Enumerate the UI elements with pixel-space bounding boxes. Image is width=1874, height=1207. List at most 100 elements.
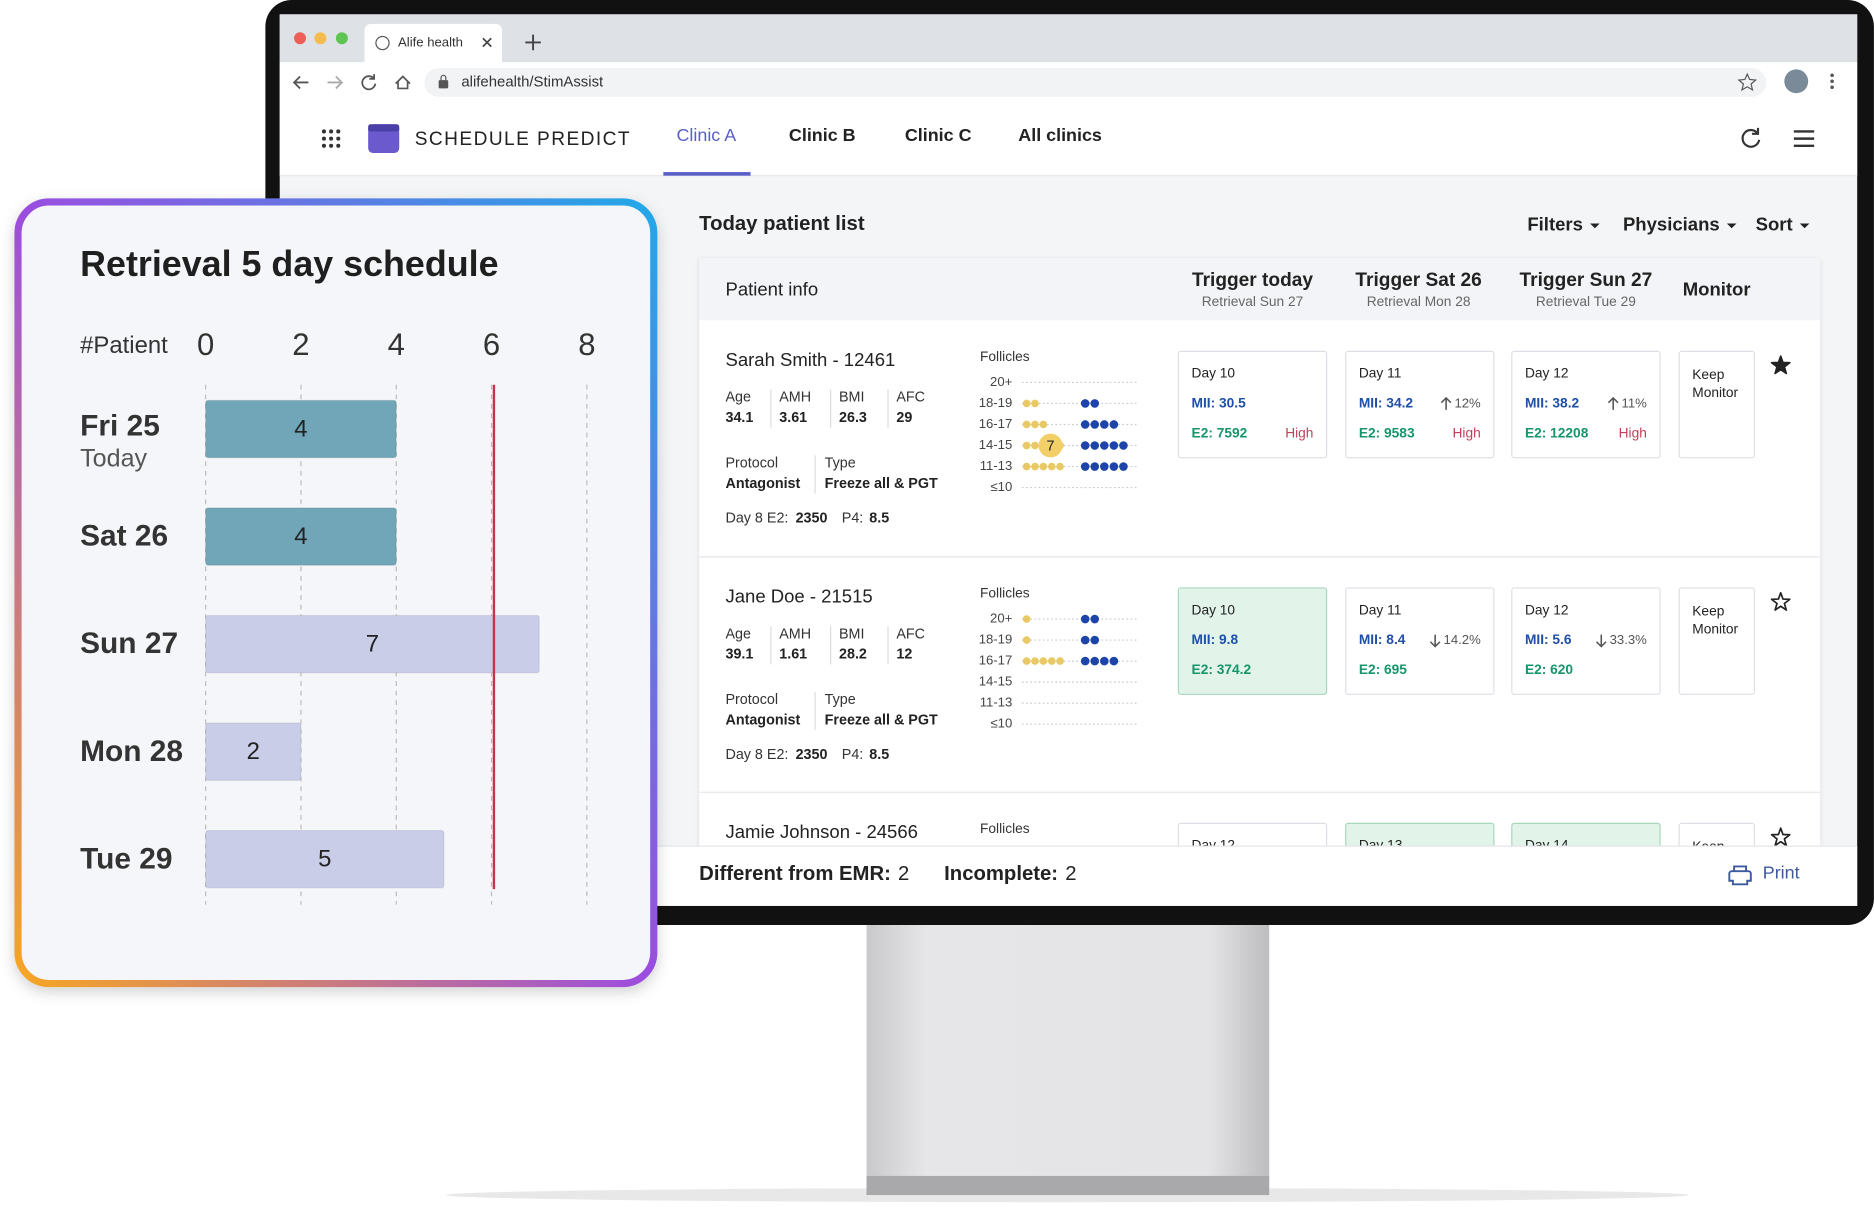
follicle-dot-yellow bbox=[1047, 657, 1056, 665]
follicle-bin: 11-13 bbox=[980, 458, 1013, 473]
stat-label: Age bbox=[725, 390, 751, 406]
trigger-change: 12% bbox=[1454, 395, 1481, 410]
follicle-dot-yellow bbox=[1022, 615, 1031, 623]
monitor-card[interactable] bbox=[1678, 350, 1756, 459]
trigger-card[interactable] bbox=[1511, 350, 1661, 459]
trigger-day: Day 13 bbox=[1359, 838, 1403, 853]
column-title: Monitor bbox=[1683, 278, 1751, 299]
reload-button[interactable] bbox=[361, 74, 377, 91]
apps-icon[interactable] bbox=[321, 129, 341, 148]
stat-label: AFC bbox=[896, 390, 925, 406]
trigger-card[interactable] bbox=[1511, 587, 1661, 695]
type-value: Freeze all & PGT bbox=[825, 712, 938, 728]
menu-dot[interactable] bbox=[1830, 79, 1834, 84]
hamburger-menu[interactable] bbox=[1793, 130, 1815, 147]
bookmark-icon[interactable] bbox=[1737, 72, 1758, 92]
follicle-dot-blue bbox=[1119, 441, 1128, 450]
trigger-card[interactable] bbox=[1345, 350, 1495, 459]
dropdown-caret bbox=[1726, 223, 1737, 229]
refresh-icon[interactable] bbox=[1741, 127, 1761, 148]
dropdown-caret bbox=[1590, 223, 1600, 229]
back-button[interactable] bbox=[292, 75, 309, 90]
star-toggle[interactable] bbox=[1770, 827, 1791, 847]
tab-favicon bbox=[375, 35, 390, 51]
home-button[interactable] bbox=[395, 75, 411, 90]
window-close[interactable] bbox=[294, 32, 307, 45]
follicle-bin: ≤10 bbox=[990, 716, 1012, 731]
star-toggle[interactable] bbox=[1770, 591, 1791, 611]
trigger-e2: E2: 9583 bbox=[1359, 425, 1415, 440]
category-label: Mon 28 bbox=[80, 735, 183, 768]
active-tab-underline bbox=[663, 172, 751, 176]
monitor-stand bbox=[866, 920, 1270, 1179]
patient-name: Jamie Johnson - 24566 bbox=[725, 821, 917, 842]
clinic-tab[interactable]: Clinic C bbox=[905, 125, 972, 145]
url-text: alifehealth/StimAssist bbox=[461, 73, 604, 90]
dropdown-control[interactable]: Filters bbox=[1527, 214, 1583, 235]
change-arrow bbox=[1429, 634, 1441, 648]
trigger-card[interactable] bbox=[1511, 822, 1661, 929]
monitor-card[interactable] bbox=[1678, 822, 1756, 929]
bar-value-label: 7 bbox=[366, 631, 379, 658]
trigger-card[interactable] bbox=[1177, 822, 1328, 929]
dropdown-control[interactable]: Sort bbox=[1756, 214, 1793, 235]
follicles-label: Follicles bbox=[980, 349, 1030, 364]
bar bbox=[205, 722, 302, 781]
patient-name: Sarah Smith - 12461 bbox=[725, 349, 895, 370]
forward-button[interactable] bbox=[327, 75, 344, 90]
follicle-dot-yellow bbox=[1039, 420, 1048, 429]
trigger-card[interactable] bbox=[1177, 587, 1328, 695]
column-title: Trigger Sat 26 bbox=[1355, 270, 1481, 291]
bar-value-label: 5 bbox=[318, 846, 331, 873]
menu-dot[interactable] bbox=[1830, 73, 1834, 78]
follicle-bin: 16-17 bbox=[979, 653, 1013, 668]
column-title: Patient info bbox=[725, 278, 818, 299]
tab-strip bbox=[279, 14, 1858, 63]
monitor-label: Keep bbox=[1692, 839, 1724, 854]
print-button[interactable]: Print bbox=[1763, 862, 1800, 882]
clinic-tab[interactable]: Clinic B bbox=[789, 125, 856, 145]
follicle-bin: 16-17 bbox=[979, 416, 1013, 431]
print-icon[interactable] bbox=[1728, 865, 1752, 886]
trigger-card[interactable] bbox=[1177, 350, 1328, 459]
calendar-top bbox=[368, 124, 400, 132]
new-tab[interactable] bbox=[525, 34, 541, 51]
browser-tab[interactable] bbox=[364, 23, 503, 63]
column-subtitle: Retrieval Mon 28 bbox=[1367, 294, 1471, 309]
trigger-mii: MII: 34.2 bbox=[1359, 396, 1414, 411]
follicle-dot-blue bbox=[1080, 635, 1090, 645]
bar-value-label: 4 bbox=[294, 416, 307, 443]
window-minimize[interactable] bbox=[314, 32, 327, 45]
tab-title: Alife health bbox=[398, 34, 463, 49]
type-value: Freeze all & PGT bbox=[825, 476, 938, 492]
trigger-e2: E2: 374.2 bbox=[1192, 662, 1252, 677]
clinic-tab[interactable]: Clinic A bbox=[676, 125, 736, 145]
category-label: Sun 27 bbox=[80, 627, 178, 660]
stat-value: 29 bbox=[896, 410, 912, 426]
trigger-e2: E2: 12208 bbox=[1525, 425, 1589, 440]
menu-dot[interactable] bbox=[1830, 85, 1834, 90]
star-toggle[interactable] bbox=[1770, 355, 1791, 375]
trigger-day: Day 10 bbox=[1192, 602, 1236, 617]
window-maximize[interactable] bbox=[335, 32, 348, 45]
follicle-dot-yellow bbox=[1022, 420, 1031, 429]
incomplete-value: 2 bbox=[1065, 863, 1076, 885]
p4-label: P4: bbox=[842, 510, 864, 526]
follicle-dot-yellow bbox=[1031, 657, 1039, 665]
trigger-mii: MII: 38.2 bbox=[1525, 396, 1580, 411]
url-field[interactable] bbox=[424, 68, 1767, 97]
emr-value: 2 bbox=[898, 863, 909, 885]
schedule-chart: Retrieval 5 day schedule #Patient 0 2 4 6 8 4 Fr… bbox=[80, 244, 595, 905]
clinic-tab[interactable]: All clinics bbox=[1018, 125, 1102, 145]
trigger-flag: High bbox=[1452, 425, 1480, 440]
profile-avatar[interactable] bbox=[1784, 69, 1809, 94]
follicle-dot-blue bbox=[1100, 462, 1109, 471]
tab-close[interactable] bbox=[482, 37, 492, 48]
monitor-card[interactable] bbox=[1678, 587, 1756, 695]
trigger-card[interactable] bbox=[1345, 587, 1495, 695]
follicle-dot-blue bbox=[1080, 462, 1090, 471]
follicle-dot-blue bbox=[1090, 614, 1100, 624]
dropdown-control[interactable]: Physicians bbox=[1623, 214, 1720, 235]
trigger-card[interactable] bbox=[1345, 822, 1495, 929]
